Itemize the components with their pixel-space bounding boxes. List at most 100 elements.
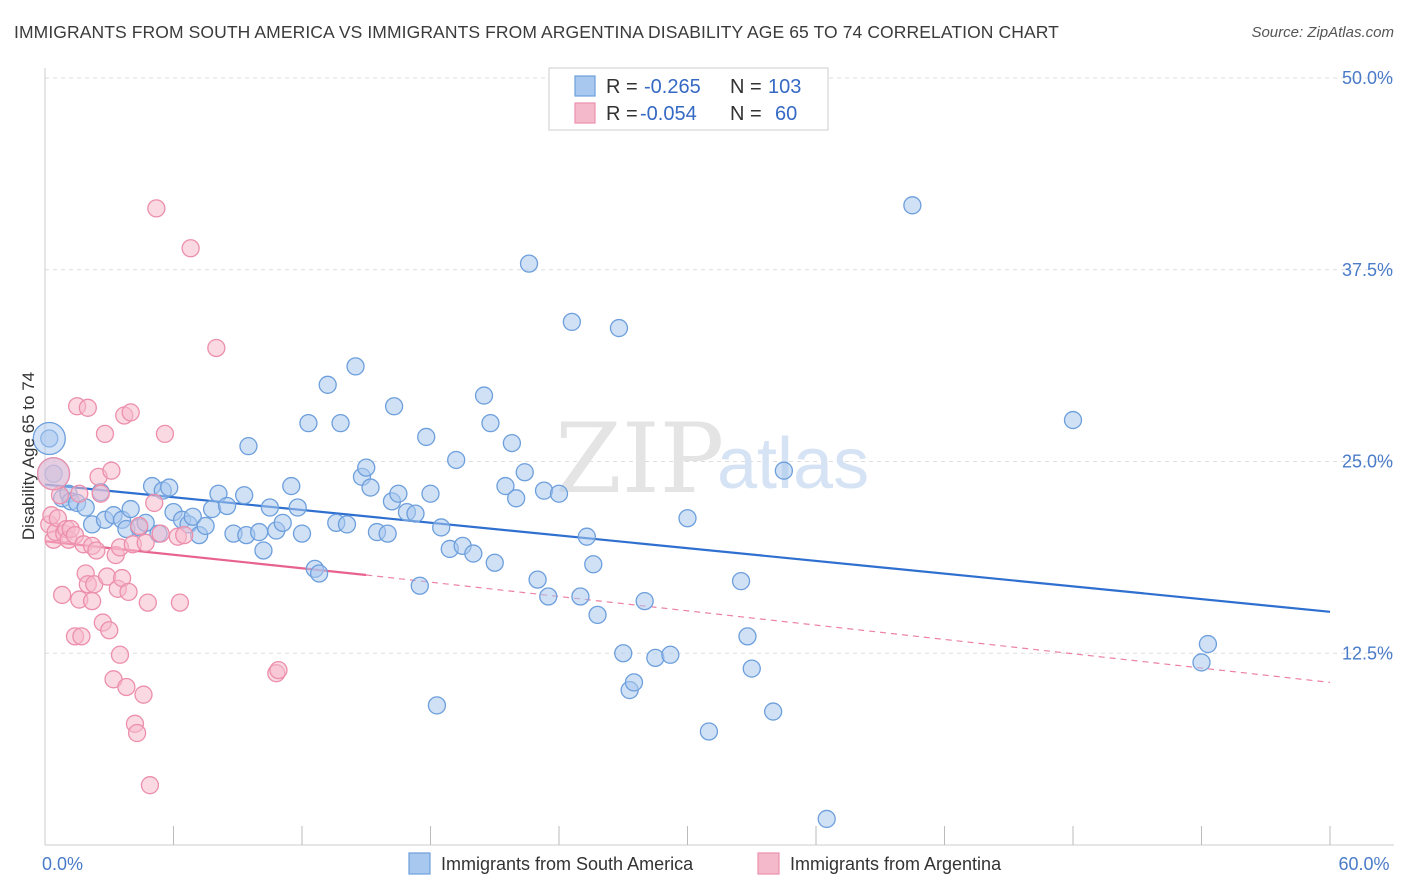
south-america-point [635,591,654,611]
south-america-point [742,659,761,678]
south-america-point [474,386,494,405]
trend-line-argentina-extended [366,574,1331,683]
argentina-point [155,424,175,444]
south-america-point [421,484,440,503]
argentina-point [170,593,190,612]
legend-r-label-1: R = [606,76,638,98]
south-america-point [202,499,222,519]
south-america-point [502,433,522,453]
argentina-point [138,593,157,612]
south-america-point [519,254,539,273]
south-america-point [292,524,312,543]
argentina-point [117,677,136,697]
south-america-point [609,318,629,338]
argentina-point [181,239,200,258]
south-america-point [384,397,404,416]
south-america-point [738,627,757,646]
argentina-point [207,338,226,358]
south-america-point [183,507,202,526]
south-america-point [235,486,254,505]
watermark-zip: ZIP [555,403,724,515]
south-america-point [481,413,500,433]
south-america-point [361,478,380,497]
south-america-point [288,498,307,517]
argentina-point [134,685,153,704]
south-america-point [309,564,329,583]
south-america-point [588,605,607,625]
south-america-point [903,196,922,215]
south-america-point [254,541,273,560]
south-america-point [624,673,644,692]
y-tick-label: 25.0% [1342,452,1393,472]
argentina-point [70,484,89,503]
y-tick-label: 12.5% [1342,643,1393,663]
legend-r-label-2: R = [606,103,638,125]
south-america-point [539,587,558,606]
south-america-point [817,809,836,829]
south-america-point [1198,634,1218,654]
south-america-point [357,458,376,477]
argentina-point [110,645,130,664]
bottom-legend-label-blue: Immigrants from South America [441,854,694,874]
chart-title: IMMIGRANTS FROM SOUTH AMERICA VS IMMIGRA… [14,22,1059,42]
south-america-point [699,722,719,741]
argentina-point [151,524,170,543]
south-america-point [534,481,554,500]
south-america-point [299,413,318,433]
bottom-legend-swatch-blue [408,852,431,875]
argentina-point [127,723,147,743]
argentina-point [136,533,155,552]
south-america-point [584,555,603,574]
south-america-point [406,504,425,523]
watermark: ZIP atlas [555,403,869,515]
south-america-point [217,496,237,516]
argentina-point [269,660,288,680]
argentina-point [140,776,160,795]
bottom-legend-label-pink: Immigrants from Argentina [790,854,1002,874]
south-america-point [774,461,794,480]
legend-n-value-2: 60 [775,103,797,125]
south-america-point [731,572,751,591]
argentina-point [147,199,166,218]
south-america-point [528,570,547,589]
points-layer [32,196,1218,829]
x-tick-label: 0.0% [42,854,83,874]
watermark-atlas: atlas [717,424,869,504]
x-tick-label: 60.0% [1338,854,1389,874]
legend-r-value-2: -0.054 [640,103,697,125]
south-america-point [389,484,408,503]
south-america-point [337,515,357,534]
argentina-point [82,591,102,611]
south-america-point [485,553,504,572]
chart-source: Source: ZipAtlas.com [1251,24,1394,41]
south-america-point [346,357,365,376]
top-legend: R = -0.265 N = 103 R = -0.054 N = 60 [548,67,829,131]
south-america-large-point [32,421,66,456]
south-america-point [196,516,215,536]
argentina-point [121,403,140,422]
argentina-point [175,525,194,545]
argentina-point [87,541,106,560]
argentina-point [95,424,115,444]
bottom-legend-swatch-pink [757,852,780,875]
south-america-point [464,544,483,563]
south-america-point [614,644,633,663]
south-america-point [549,484,569,503]
south-america-point [507,489,526,508]
y-tick-label: 37.5% [1342,260,1393,280]
top-legend-swatch-pink [574,102,596,124]
south-america-point [1192,653,1211,672]
south-america-point [571,587,590,606]
south-america-point [250,522,269,542]
y-tick-label: 50.0% [1342,68,1393,88]
south-america-point [239,437,258,456]
south-america-point [432,518,451,537]
argentina-point [145,493,164,513]
argentina-point [78,398,97,417]
south-america-point [764,702,783,721]
south-america-point [427,696,447,715]
trend-line-south-america [44,483,1331,613]
south-america-point [417,427,436,447]
south-america-point [577,527,596,546]
